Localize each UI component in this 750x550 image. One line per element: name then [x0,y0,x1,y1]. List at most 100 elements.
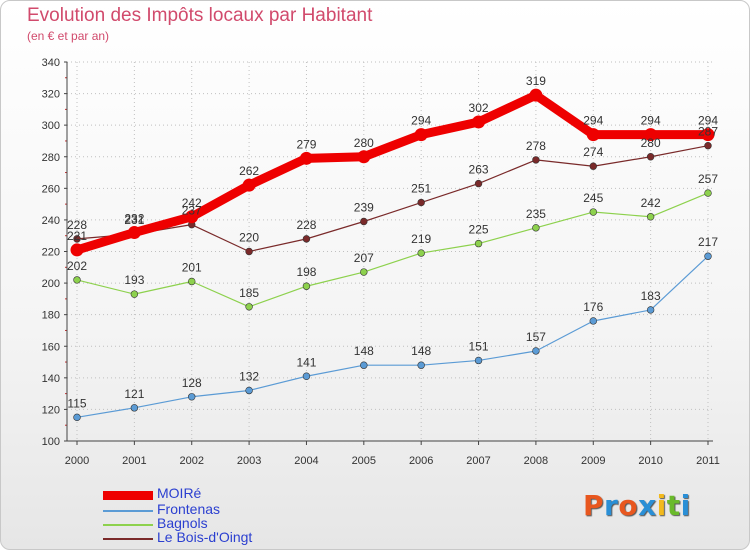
y-tick-label: 320 [42,89,60,101]
y-tick-label: 160 [42,341,60,353]
data-label: 185 [239,286,259,300]
data-point [302,282,311,290]
data-label: 148 [354,344,374,358]
data-point [586,128,600,142]
x-tick-label: 2005 [352,455,376,467]
data-point [646,213,655,221]
data-label: 242 [182,196,202,210]
x-tick-label: 2000 [65,455,89,467]
data-point [242,178,256,192]
data-label: 202 [67,259,87,273]
data-label: 319 [526,74,546,88]
data-point [188,277,196,286]
data-label: 294 [641,114,661,128]
data-point [646,153,655,161]
data-point [185,210,199,224]
data-point [360,217,368,226]
data-label: 225 [469,223,489,237]
data-point [245,303,253,311]
data-label: 287 [698,125,718,139]
data-label: 280 [641,136,661,150]
y-tick-label: 340 [42,57,60,69]
data-label: 251 [411,182,431,196]
legend-label: Frontenas [157,501,221,517]
data-point [701,128,715,142]
y-tick-label: 240 [42,215,60,227]
data-label: 121 [124,387,144,401]
data-label: 220 [239,231,259,245]
data-point [357,150,371,164]
y-tick-label: 220 [42,247,60,259]
data-label: 228 [67,218,87,232]
chart-subtitle: (en € et par an) [27,29,110,43]
y-tick-label: 200 [42,278,60,290]
legend-swatch [103,538,153,540]
data-label: 232 [124,212,144,226]
x-tick-label: 2009 [581,455,605,467]
data-point [417,198,425,207]
y-tick-label: 180 [42,310,60,322]
data-point [704,252,712,260]
data-point [589,162,597,170]
data-point [299,151,313,165]
x-tick-label: 2007 [466,455,490,467]
legend-swatch [103,491,153,500]
data-point [532,156,540,164]
x-tick-label: 2008 [524,455,548,467]
data-label: 242 [641,196,661,210]
y-tick-label: 280 [42,152,60,164]
data-point [474,179,483,188]
data-point [417,249,425,257]
data-point [704,141,712,150]
data-label: 237 [182,204,202,218]
data-point [414,128,428,142]
data-point [245,386,253,395]
data-point [474,239,483,248]
data-label: 157 [526,330,546,344]
data-point [73,235,81,243]
data-label: 278 [526,139,546,153]
legend-label: Le Bois-d'Oingt [157,529,253,545]
data-point [417,361,425,369]
data-label: 245 [583,191,603,205]
data-label: 294 [698,114,718,128]
y-tick-label: 120 [42,404,60,416]
x-tick-label: 2006 [409,455,433,467]
x-tick-label: 2001 [122,455,146,467]
legend-swatch [103,524,153,526]
data-label: 176 [583,300,603,314]
data-point [70,243,84,257]
x-tick-label: 2010 [638,455,662,467]
data-point [360,268,368,276]
data-point [589,208,597,216]
data-point [529,88,543,102]
data-point [644,128,658,142]
data-label: 262 [239,164,259,178]
legend-label: Bagnols [157,515,208,531]
x-tick-label: 2011 [696,455,720,467]
data-label: 302 [469,101,489,115]
data-label: 148 [411,344,431,358]
data-label: 280 [354,136,374,150]
proxiti-logo: Proxiti [583,489,691,522]
data-label: 219 [411,232,431,246]
legend-swatch [103,510,153,512]
data-point [589,317,597,325]
data-point [474,356,483,365]
series-line-0 [72,90,713,255]
data-label: 221 [67,229,87,243]
data-point [245,247,253,256]
data-label: 193 [124,273,144,287]
data-label: 263 [469,163,489,177]
data-point [302,235,311,243]
y-tick-label: 100 [42,436,60,448]
data-point [532,347,540,355]
y-tick-label: 300 [42,120,60,132]
data-point [130,404,139,412]
data-label: 201 [182,261,202,275]
series-line-3 [76,145,709,253]
data-label: 257 [698,172,718,186]
y-tick-label: 260 [42,183,60,195]
data-label: 141 [296,355,316,369]
data-label: 132 [239,369,259,383]
